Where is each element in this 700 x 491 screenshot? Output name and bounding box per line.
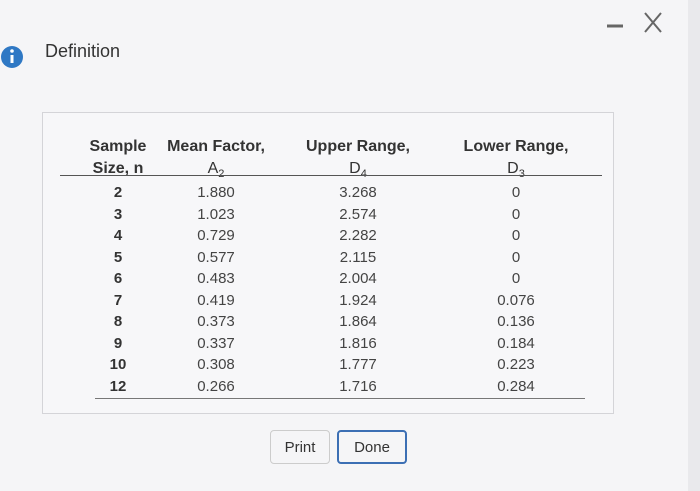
table-cell: 5	[113, 248, 123, 266]
table-cell: 3	[113, 205, 123, 223]
table-cell: 0	[511, 205, 521, 223]
column-header: Upper Range, D4	[278, 136, 438, 185]
header-symbol-line: D3	[436, 158, 596, 185]
header-symbol: D	[507, 160, 519, 177]
table-cell: 0.223	[497, 356, 535, 373]
button[interactable]: Print	[270, 430, 330, 464]
dialog-title: Definition	[45, 41, 121, 61]
table-cell: 0.136	[497, 313, 535, 330]
table-cell: 0.266	[197, 377, 235, 395]
column-header: Sample Size, n	[38, 136, 198, 180]
table-cell: 8	[113, 313, 123, 330]
table-cell: 0.337	[197, 334, 235, 352]
header-line: Lower Range,	[463, 138, 569, 155]
table-cell: 9	[113, 334, 123, 352]
table-cell: 12	[109, 377, 127, 395]
header-subscript: 2	[218, 168, 224, 180]
column-header: Lower Range, D3	[436, 136, 596, 185]
table-cell: 0.729	[197, 227, 235, 244]
header-line: Mean Factor,	[167, 138, 265, 155]
header-symbol: D	[349, 160, 361, 177]
table-cell: 0.419	[197, 291, 235, 309]
table-cell: 1.023	[197, 205, 235, 223]
header-rule	[60, 175, 602, 176]
table-cell: 10	[109, 356, 127, 373]
table-cell: 3.268	[339, 184, 377, 201]
footer-rule	[95, 398, 585, 399]
table-cell: 0.577	[197, 248, 235, 266]
header-symbol-line: D4	[278, 158, 438, 185]
header-subscript: 3	[519, 168, 525, 180]
table-cell: 4	[113, 227, 123, 244]
table-cell: 2.574	[339, 205, 377, 223]
table-cell: 0	[511, 227, 521, 244]
table-cell: 1.777	[339, 356, 377, 373]
table-cell: 1.864	[339, 313, 377, 330]
header-symbol-line: A2	[136, 158, 296, 185]
table-cell: 0.076	[497, 291, 535, 309]
table-cell: 2	[113, 184, 123, 201]
header-line: Size, n	[92, 160, 144, 177]
table-cell: 2.004	[339, 270, 377, 287]
table-cell: 1.880	[197, 184, 235, 201]
table-cell: 0.184	[497, 334, 535, 352]
table-cell: 1.716	[339, 377, 377, 395]
table-cell: 0.373	[197, 313, 235, 330]
column-header: Mean Factor, A2	[136, 136, 296, 185]
table-cell: 6	[113, 270, 123, 287]
header-subscript: 4	[361, 168, 367, 180]
table-cell: 2.115	[339, 248, 377, 266]
table-cell: 0.308	[197, 356, 235, 373]
table-panel	[42, 112, 614, 414]
window-controls[interactable]	[595, 8, 675, 38]
header-line: Sample	[89, 138, 147, 155]
table-cell: 0	[511, 184, 521, 201]
table-cell: 0.483	[197, 270, 235, 287]
info-icon	[1, 46, 23, 68]
header-line: Upper Range,	[305, 138, 410, 155]
table-cell: 1.924	[339, 291, 377, 309]
table-cell: 0.284	[497, 377, 535, 395]
table-cell: 0	[511, 248, 521, 266]
table-cell: 2.282	[339, 227, 377, 244]
table-cell: 1.816	[339, 334, 377, 352]
table-cell: 7	[113, 291, 123, 309]
table-cell: 0	[511, 270, 521, 287]
header-symbol: A	[207, 160, 219, 177]
button[interactable]: Done	[337, 430, 407, 464]
